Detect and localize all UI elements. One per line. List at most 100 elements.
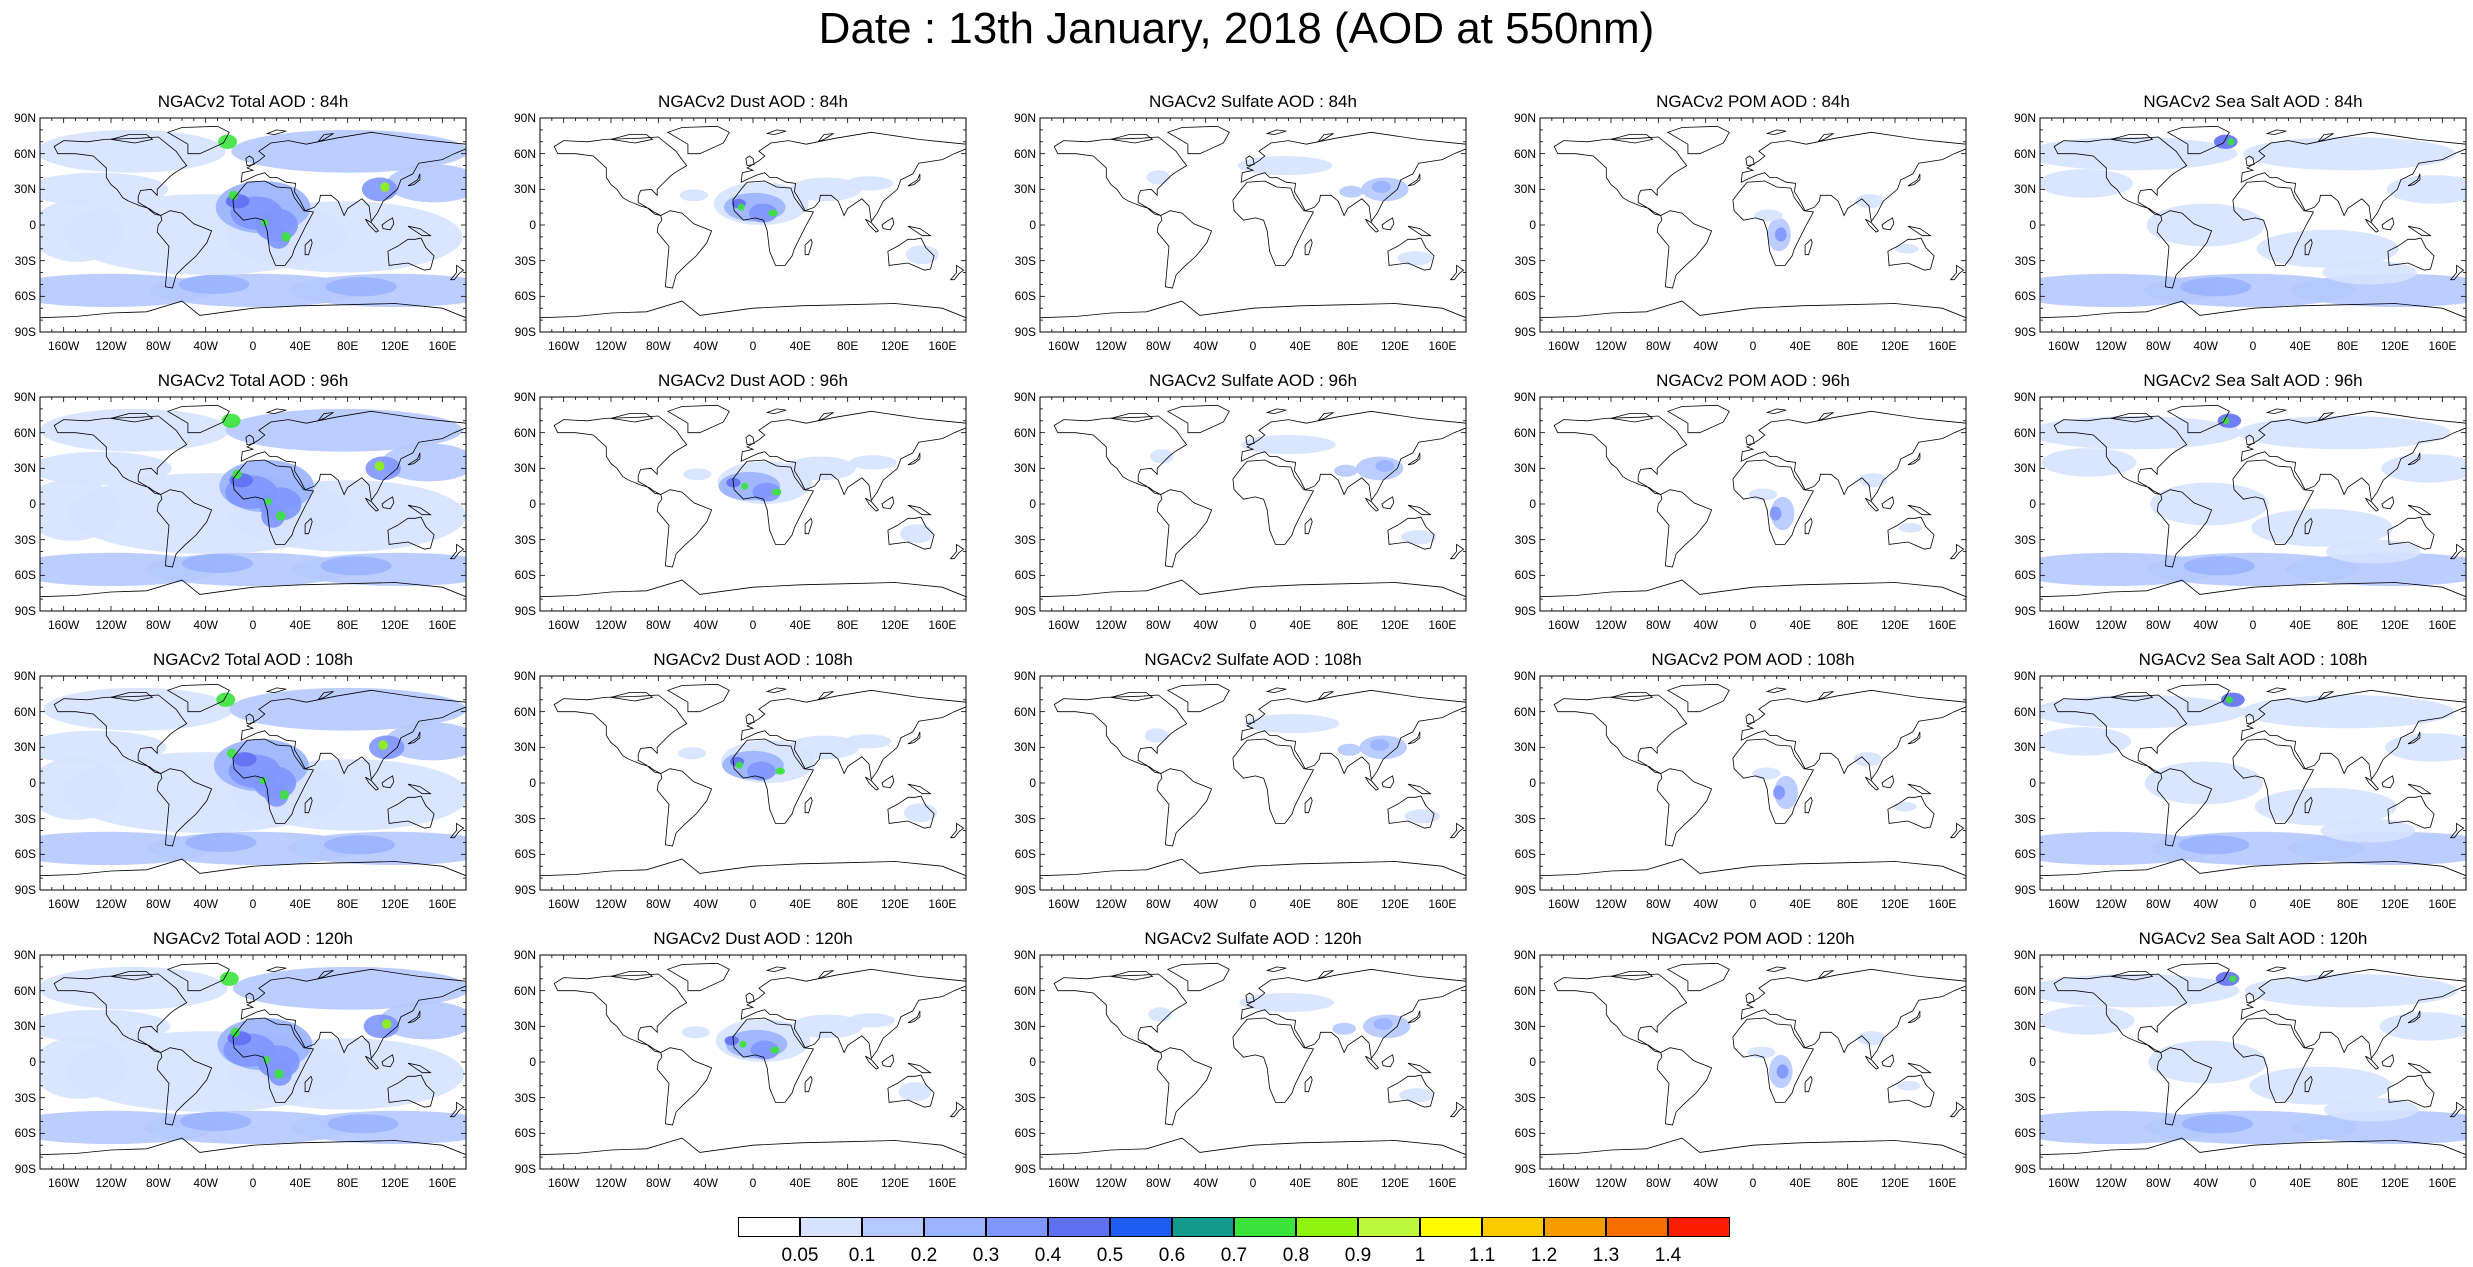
aod-field xyxy=(387,164,482,202)
lat-tick-label: 90S xyxy=(1500,326,1536,338)
lon-tick-label: 0 xyxy=(2228,340,2278,352)
colorbar-swatch xyxy=(1110,1217,1172,1237)
lat-tick-label: 30N xyxy=(2000,1020,2036,1032)
aod-field xyxy=(1245,714,1340,733)
lon-tick-label: 40E xyxy=(775,340,825,352)
lon-tick-label: 40E xyxy=(275,619,325,631)
lon-tick-label: 0 xyxy=(2228,1177,2278,1189)
lon-tick-label: 40W xyxy=(1181,1177,1231,1189)
lon-tick-label: 0 xyxy=(228,619,278,631)
lon-tick-label: 120E xyxy=(870,898,920,910)
lat-tick-label: 60S xyxy=(500,1127,536,1139)
lon-tick-label: 120W xyxy=(1586,898,1636,910)
aod-field xyxy=(2182,1114,2253,1133)
lat-tick-label: 90N xyxy=(1000,391,1036,403)
lon-tick-label: 160W xyxy=(2039,1177,2089,1189)
lon-tick-label: 80W xyxy=(633,619,683,631)
aod-field xyxy=(1773,785,1785,799)
aod-field xyxy=(741,483,748,490)
lon-tick-label: 40E xyxy=(1775,898,1825,910)
colorbar-label: 0.3 xyxy=(956,1245,1016,1267)
lon-tick-label: 40W xyxy=(2181,619,2231,631)
lon-tick-label: 0 xyxy=(1728,898,1778,910)
lat-tick-label: 60N xyxy=(0,985,36,997)
lon-tick-label: 120E xyxy=(1370,1177,1420,1189)
aod-field xyxy=(846,176,893,190)
lat-tick-label: 30S xyxy=(2000,255,2036,267)
lon-tick-label: 0 xyxy=(2228,619,2278,631)
lat-tick-label: 90S xyxy=(2000,1163,2036,1175)
lat-tick-label: 60S xyxy=(1500,569,1536,581)
colorbar-label: 1.2 xyxy=(1514,1245,1574,1267)
lat-tick-label: 60N xyxy=(1000,148,1036,160)
lon-tick-label: 40E xyxy=(1275,1177,1325,1189)
aod-field xyxy=(2036,727,2131,756)
lat-tick-label: 30S xyxy=(0,813,36,825)
lon-tick-label: 160E xyxy=(2417,898,2467,910)
lat-tick-label: 60S xyxy=(2000,1127,2036,1139)
lon-tick-label: 160W xyxy=(39,340,89,352)
aod-field xyxy=(380,182,389,192)
aod-field xyxy=(2322,261,2417,285)
lon-tick-label: 40W xyxy=(1681,340,1731,352)
lon-tick-label: 40W xyxy=(2181,1177,2231,1189)
aod-field xyxy=(218,135,237,149)
lat-tick-label: 30N xyxy=(0,741,36,753)
lat-tick-label: 90S xyxy=(500,326,536,338)
colorbar-swatch xyxy=(800,1217,862,1237)
lon-tick-label: 80E xyxy=(2323,898,2373,910)
aod-field xyxy=(2150,483,2268,526)
lat-tick-label: 30N xyxy=(1500,183,1536,195)
lon-tick-label: 120W xyxy=(1586,619,1636,631)
lon-tick-label: 120W xyxy=(586,340,636,352)
lat-tick-label: 60S xyxy=(500,569,536,581)
lat-tick-label: 30S xyxy=(2000,813,2036,825)
aod-field xyxy=(848,1013,895,1027)
aod-field xyxy=(2180,277,2251,296)
lon-tick-label: 160E xyxy=(1417,898,1467,910)
aod-field xyxy=(904,803,937,822)
lon-tick-label: 80W xyxy=(1133,1177,1183,1189)
lon-tick-label: 40E xyxy=(275,898,325,910)
lat-tick-label: 60N xyxy=(0,148,36,160)
aod-field xyxy=(38,967,227,1010)
lon-tick-label: 160E xyxy=(1917,619,1967,631)
lon-tick-label: 120W xyxy=(86,1177,136,1189)
lat-tick-label: 0 xyxy=(2000,498,2036,510)
lon-tick-label: 40W xyxy=(1181,898,1231,910)
aod-field xyxy=(2042,448,2137,477)
lon-tick-label: 0 xyxy=(728,340,778,352)
lon-tick-label: 0 xyxy=(728,1177,778,1189)
aod-field xyxy=(36,130,225,173)
colorbar-label: 1.3 xyxy=(1576,1245,1636,1267)
lon-tick-label: 120E xyxy=(2370,340,2420,352)
colorbar-swatch xyxy=(1296,1217,1358,1237)
lon-tick-label: 80E xyxy=(1823,619,1873,631)
lat-tick-label: 0 xyxy=(1000,498,1036,510)
lon-tick-label: 40E xyxy=(1275,898,1325,910)
lat-tick-label: 30S xyxy=(2000,1092,2036,1104)
aod-field xyxy=(180,1112,251,1131)
lon-tick-label: 160E xyxy=(917,619,967,631)
lon-tick-label: 80E xyxy=(1823,1177,1873,1189)
lon-tick-label: 120W xyxy=(2086,619,2136,631)
lon-tick-label: 0 xyxy=(228,898,278,910)
map-canvas xyxy=(0,92,470,358)
aod-field xyxy=(1339,186,1363,198)
lat-tick-label: 30S xyxy=(0,534,36,546)
colorbar-swatch xyxy=(1668,1217,1730,1237)
lat-tick-label: 90S xyxy=(2000,605,2036,617)
lat-tick-label: 60S xyxy=(0,848,36,860)
lat-tick-label: 60N xyxy=(2000,706,2036,718)
colorbar-swatch xyxy=(1482,1217,1544,1237)
lon-tick-label: 120W xyxy=(86,898,136,910)
lon-tick-label: 120E xyxy=(2370,619,2420,631)
lat-tick-label: 90N xyxy=(2000,949,2036,961)
lon-tick-label: 80W xyxy=(633,898,683,910)
lon-tick-label: 160E xyxy=(1917,898,1967,910)
lat-tick-label: 90N xyxy=(500,112,536,124)
lat-tick-label: 0 xyxy=(2000,219,2036,231)
lat-tick-label: 30N xyxy=(1500,741,1536,753)
aod-field xyxy=(186,833,257,852)
lat-tick-label: 0 xyxy=(0,219,36,231)
